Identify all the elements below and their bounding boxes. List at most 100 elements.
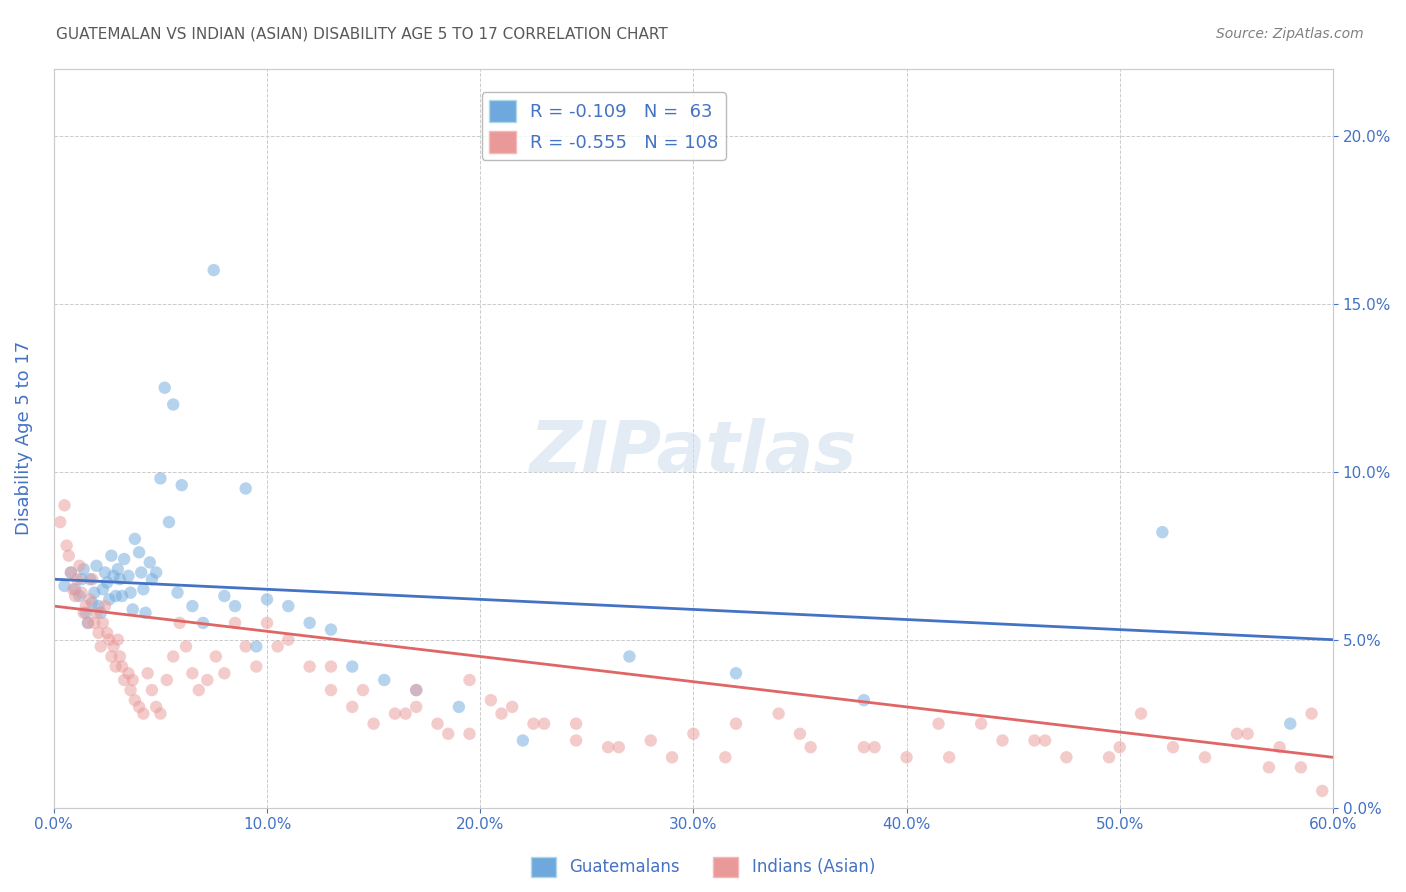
- Point: [1226, 727, 1249, 741]
- Point: [181, 666, 204, 681]
- Point: [319, 683, 342, 698]
- Point: [789, 727, 811, 741]
- Point: [141, 572, 163, 586]
- Point: [235, 482, 257, 496]
- Point: [53, 498, 76, 512]
- Legend: Guatemalans, Indians (Asian): Guatemalans, Indians (Asian): [524, 850, 882, 884]
- Point: [157, 515, 180, 529]
- Point: [682, 727, 704, 741]
- Point: [928, 716, 950, 731]
- Point: [70, 572, 93, 586]
- Point: [55, 539, 77, 553]
- Point: [266, 640, 288, 654]
- Point: [82, 572, 104, 586]
- Point: [896, 750, 918, 764]
- Point: [98, 592, 121, 607]
- Point: [1098, 750, 1121, 764]
- Point: [181, 599, 204, 613]
- Point: [852, 693, 875, 707]
- Point: [91, 615, 114, 630]
- Point: [79, 572, 101, 586]
- Point: [1258, 760, 1281, 774]
- Point: [170, 478, 193, 492]
- Point: [522, 716, 544, 731]
- Point: [129, 566, 152, 580]
- Point: [1268, 740, 1291, 755]
- Point: [112, 673, 135, 687]
- Point: [437, 727, 460, 741]
- Text: GUATEMALAN VS INDIAN (ASIAN) DISABILITY AGE 5 TO 17 CORRELATION CHART: GUATEMALAN VS INDIAN (ASIAN) DISABILITY …: [56, 27, 668, 42]
- Point: [121, 602, 143, 616]
- Point: [90, 640, 112, 654]
- Point: [938, 750, 960, 764]
- Point: [112, 552, 135, 566]
- Point: [145, 699, 167, 714]
- Point: [82, 596, 104, 610]
- Point: [132, 706, 155, 721]
- Point: [134, 606, 156, 620]
- Point: [394, 706, 416, 721]
- Point: [533, 716, 555, 731]
- Point: [87, 599, 110, 613]
- Point: [970, 716, 993, 731]
- Point: [195, 673, 218, 687]
- Point: [149, 706, 172, 721]
- Point: [224, 615, 246, 630]
- Point: [991, 733, 1014, 747]
- Point: [107, 562, 129, 576]
- Point: [67, 558, 90, 573]
- Point: [128, 545, 150, 559]
- Point: [63, 582, 86, 597]
- Point: [166, 585, 188, 599]
- Point: [1194, 750, 1216, 764]
- Point: [91, 582, 114, 597]
- Point: [59, 566, 82, 580]
- Point: [77, 615, 100, 630]
- Point: [120, 585, 142, 599]
- Point: [800, 740, 823, 755]
- Point: [491, 706, 513, 721]
- Point: [256, 592, 278, 607]
- Point: [319, 659, 342, 673]
- Point: [724, 666, 747, 681]
- Point: [619, 649, 641, 664]
- Point: [447, 699, 470, 714]
- Point: [1279, 716, 1302, 731]
- Point: [117, 666, 139, 681]
- Point: [342, 659, 364, 673]
- Point: [1301, 706, 1323, 721]
- Point: [405, 683, 427, 698]
- Point: [103, 640, 125, 654]
- Point: [863, 740, 886, 755]
- Point: [565, 716, 588, 731]
- Point: [83, 585, 105, 599]
- Point: [352, 683, 374, 698]
- Point: [70, 585, 93, 599]
- Point: [277, 632, 299, 647]
- Point: [191, 615, 214, 630]
- Point: [224, 599, 246, 613]
- Point: [169, 615, 191, 630]
- Point: [162, 649, 184, 664]
- Point: [124, 532, 146, 546]
- Point: [75, 599, 97, 613]
- Point: [108, 572, 131, 586]
- Point: [245, 659, 267, 673]
- Point: [405, 699, 427, 714]
- Point: [141, 683, 163, 698]
- Point: [768, 706, 790, 721]
- Point: [145, 566, 167, 580]
- Point: [479, 693, 502, 707]
- Y-axis label: Disability Age 5 to 17: Disability Age 5 to 17: [15, 341, 32, 535]
- Point: [1236, 727, 1258, 741]
- Point: [62, 582, 84, 597]
- Point: [90, 606, 112, 620]
- Point: [319, 623, 342, 637]
- Point: [1289, 760, 1312, 774]
- Point: [149, 471, 172, 485]
- Point: [86, 558, 108, 573]
- Point: [1108, 740, 1130, 755]
- Point: [1310, 784, 1333, 798]
- Point: [214, 589, 236, 603]
- Point: [94, 566, 117, 580]
